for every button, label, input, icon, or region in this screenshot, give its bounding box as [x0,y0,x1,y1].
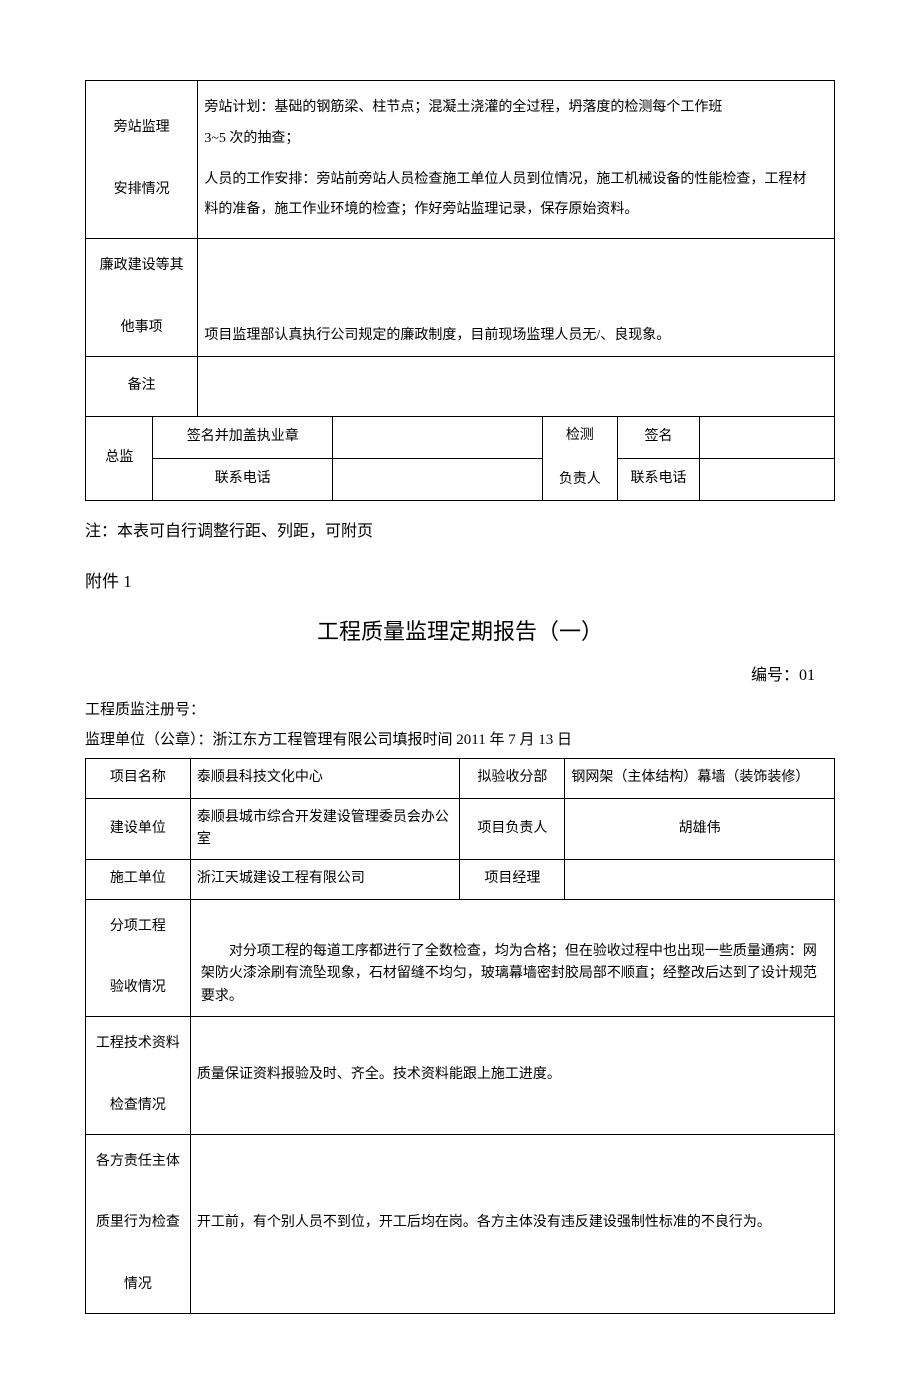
label-tech-material: 工程技术资料 检查情况 [86,1017,191,1134]
content-beizhu [198,356,835,416]
label-jiance: 检测 负责人 [542,416,617,500]
content-pangzhan: 旁站计划：基础的钢筋梁、柱节点；混凝土浇灌的全过程，坍落度的检测每个工作班 3~… [198,81,835,239]
label-sign: 签名 [617,416,699,458]
doc-number: 编号：01 [85,663,815,689]
table-report: 项目名称 泰顺县科技文化中心 拟验收分部 钢网架（主体结构）幕墙（装饰装修） 建… [85,758,835,1313]
table-row: 备注 [86,356,835,416]
table-row: 各方责任主体 质里行为检查 情况 开工前，有个别人员不到位，开工后均在岗。各方主… [86,1134,835,1313]
meta-register: 工程质监注册号： [85,698,835,722]
content-lianzheng: 项目监理部认真执行公司规定的廉政制度，目前现场监理人员无/、良现象。 [198,239,835,356]
label-construction-unit: 施工单位 [86,860,191,899]
table-row: 廉政建设等其 他事项 项目监理部认真执行公司规定的廉政制度，目前现场监理人员无/… [86,239,835,356]
table-row: 分项工程 验收情况 对分项工程的每道工序都进行了全数检查，均为合格；但在验收过程… [86,899,835,1016]
label-subitem-accept: 分项工程 验收情况 [86,899,191,1016]
label-phone2: 联系电话 [617,458,699,500]
label-beizhu: 备注 [86,356,198,416]
value-project-manager [565,860,835,899]
value-sign [700,416,835,458]
label-zongjian: 总监 [86,416,153,500]
p4: 料的准备，施工作业环境的检查；作好旁站监理记录，保存原始资料。 [204,195,828,226]
value-construction-unit: 浙江天城建设工程有限公司 [190,860,460,899]
value-tech-material: 质量保证资料报验及时、齐全。技术资料能跟上施工进度。 [190,1017,834,1134]
table-row: 总监 签名并加盖执业章 检测 负责人 签名 [86,416,835,458]
value-project-name: 泰顺县科技文化中心 [190,759,460,798]
label-build-unit: 建设单位 [86,798,191,860]
spacer [204,155,828,165]
value-phone1 [333,458,543,500]
value-build-unit: 泰顺县城市综合开发建设管理委员会办公室 [190,798,460,860]
label-responsibility: 各方责任主体 质里行为检查 情况 [86,1134,191,1313]
label-project-name: 项目名称 [86,759,191,798]
value-project-leader: 胡雄伟 [565,798,835,860]
value-phone2 [700,458,835,500]
table-row: 施工单位 浙江天城建设工程有限公司 项目经理 [86,860,835,899]
label-sign-seal: 签名并加盖执业章 [153,416,333,458]
label-accept-part: 拟验收分部 [460,759,565,798]
attachment-label: 附件 1 [85,568,835,595]
table-row: 建设单位 泰顺县城市综合开发建设管理委员会办公室 项目负责人 胡雄伟 [86,798,835,860]
table-row: 工程技术资料 检查情况 质量保证资料报验及时、齐全。技术资料能跟上施工进度。 [86,1017,835,1134]
table-row: 项目名称 泰顺县科技文化中心 拟验收分部 钢网架（主体结构）幕墙（装饰装修） [86,759,835,798]
label-phone1: 联系电话 [153,458,333,500]
label-pangzhan: 旁站监理 安排情况 [86,81,198,239]
table-top: 旁站监理 安排情况 旁站计划：基础的钢筋梁、柱节点；混凝土浇灌的全过程，坍落度的… [85,80,835,501]
value-accept-part: 钢网架（主体结构）幕墙（装饰装修） [565,759,835,798]
meta-unit: 监理单位（公章）：浙江东方工程管理有限公司填报时间 2011 年 7 月 13 … [85,728,835,752]
p3: 人员的工作安排：旁站前旁站人员检查施工单位人员到位情况，施工机械设备的性能检查，… [204,165,828,196]
p1: 旁站计划：基础的钢筋梁、柱节点；混凝土浇灌的全过程，坍落度的检测每个工作班 [204,93,828,124]
label-project-manager: 项目经理 [460,860,565,899]
value-sign-seal [333,416,543,458]
value-subitem-accept: 对分项工程的每道工序都进行了全数检查，均为合格；但在验收过程中也出现一些质量通病… [190,899,834,1016]
label-lianzheng: 廉政建设等其 他事项 [86,239,198,356]
page-title: 工程质量监理定期报告（一） [85,614,835,649]
note-text: 注：本表可自行调整行距、列距，可附页 [85,519,835,545]
label-project-leader: 项目负责人 [460,798,565,860]
value-responsibility: 开工前，有个别人员不到位，开工后均在岗。各方主体没有违反建设强制性标准的不良行为… [190,1134,834,1313]
table-row: 联系电话 联系电话 [86,458,835,500]
p2: 3~5 次的抽查； [204,124,828,155]
table-row: 旁站监理 安排情况 旁站计划：基础的钢筋梁、柱节点；混凝土浇灌的全过程，坍落度的… [86,81,835,239]
